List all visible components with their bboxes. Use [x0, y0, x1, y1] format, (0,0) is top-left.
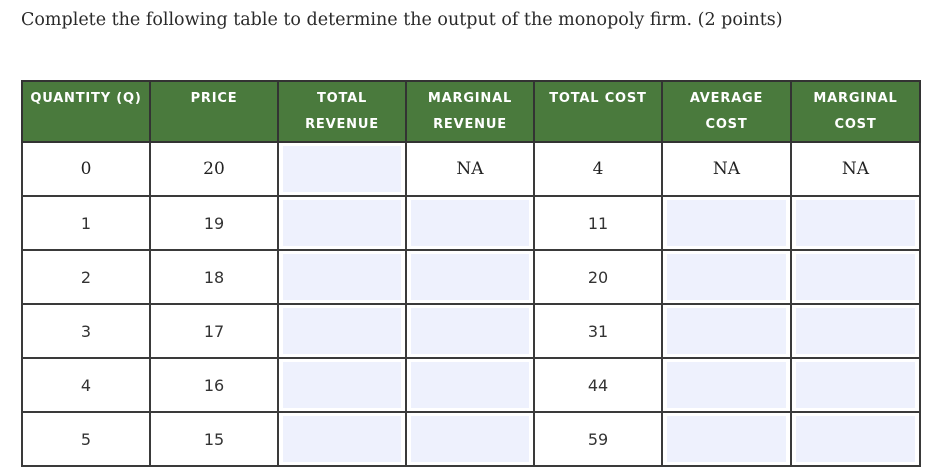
- header-marginal-cost-line2: COST: [834, 117, 877, 132]
- total-cost-cell: 59: [533, 411, 663, 467]
- average-cost-input[interactable]: [667, 308, 786, 354]
- average-cost-input[interactable]: [667, 200, 786, 246]
- marginal-revenue-cell: [405, 303, 535, 359]
- header-quantity: QUANTITY (Q): [21, 80, 151, 143]
- header-quantity-label: QUANTITY (Q): [30, 91, 142, 106]
- marginal-cost-input[interactable]: [796, 308, 915, 354]
- header-price-label: PRICE: [190, 91, 238, 106]
- total-cost-cell: 11: [533, 195, 663, 251]
- table-row: 2 18 20: [21, 249, 921, 305]
- average-cost-input[interactable]: [667, 416, 786, 462]
- header-total-cost-label: TOTAL COST: [549, 91, 647, 106]
- table-row: 1 19 11: [21, 195, 921, 251]
- header-marginal-cost-line1: MARGINAL: [813, 91, 898, 106]
- quantity-cell: 1: [21, 195, 151, 251]
- marginal-revenue-cell: [405, 195, 535, 251]
- price-cell: 18: [149, 249, 279, 305]
- total-cost-cell: 44: [533, 357, 663, 413]
- total-cost-cell: 31: [533, 303, 663, 359]
- question-prompt: Complete the following table to determin…: [21, 10, 783, 30]
- marginal-cost-cell: [790, 303, 921, 359]
- price-cell: 19: [149, 195, 279, 251]
- total-revenue-cell: [277, 357, 407, 413]
- header-total-revenue-line2: REVENUE: [305, 117, 379, 132]
- marginal-cost-input[interactable]: [796, 362, 915, 408]
- total-revenue-cell: [277, 303, 407, 359]
- total-revenue-cell: [277, 195, 407, 251]
- header-row: QUANTITY (Q) PRICE TOTAL REVENUE MARGINAL…: [21, 80, 921, 143]
- marginal-revenue-input[interactable]: [411, 254, 529, 300]
- table-row: 0 20 NA 4 NA NA: [21, 141, 921, 197]
- average-cost-input[interactable]: [667, 362, 786, 408]
- price-cell: 20: [149, 141, 279, 197]
- table-row: 3 17 31: [21, 303, 921, 359]
- quantity-cell: 0: [21, 141, 151, 197]
- marginal-cost-cell: [790, 411, 921, 467]
- header-average-cost-line2: COST: [705, 117, 748, 132]
- average-cost-cell: [661, 357, 792, 413]
- marginal-cost-cell: [790, 195, 921, 251]
- total-revenue-input[interactable]: [283, 146, 401, 192]
- marginal-cost-input[interactable]: [796, 200, 915, 246]
- marginal-cost-cell: [790, 249, 921, 305]
- quantity-cell: 4: [21, 357, 151, 413]
- marginal-cost-cell: NA: [790, 141, 921, 197]
- header-total-revenue: TOTAL REVENUE: [277, 80, 407, 143]
- header-total-cost: TOTAL COST: [533, 80, 663, 143]
- marginal-cost-cell: [790, 357, 921, 413]
- total-revenue-cell: [277, 141, 407, 197]
- average-cost-cell: [661, 303, 792, 359]
- average-cost-input[interactable]: [667, 254, 786, 300]
- total-revenue-input[interactable]: [283, 416, 401, 462]
- price-cell: 16: [149, 357, 279, 413]
- header-average-cost-line1: AVERAGE: [689, 91, 764, 106]
- total-revenue-input[interactable]: [283, 200, 401, 246]
- monopoly-table: QUANTITY (Q) PRICE TOTAL REVENUE MARGINAL…: [21, 80, 921, 467]
- marginal-revenue-input[interactable]: [411, 200, 529, 246]
- quantity-cell: 5: [21, 411, 151, 467]
- total-cost-cell: 4: [533, 141, 663, 197]
- header-marginal-revenue-line1: MARGINAL: [427, 91, 513, 106]
- marginal-cost-input[interactable]: [796, 254, 915, 300]
- average-cost-cell: [661, 195, 792, 251]
- table-row: 5 15 59: [21, 411, 921, 467]
- average-cost-cell: [661, 411, 792, 467]
- marginal-revenue-cell: [405, 411, 535, 467]
- total-cost-cell: 20: [533, 249, 663, 305]
- quantity-cell: 2: [21, 249, 151, 305]
- header-marginal-revenue: MARGINAL REVENUE: [405, 80, 535, 143]
- table-row: 4 16 44: [21, 357, 921, 413]
- total-revenue-input[interactable]: [283, 254, 401, 300]
- marginal-revenue-cell: [405, 357, 535, 413]
- total-revenue-cell: [277, 249, 407, 305]
- price-cell: 15: [149, 411, 279, 467]
- quantity-cell: 3: [21, 303, 151, 359]
- marginal-revenue-input[interactable]: [411, 416, 529, 462]
- header-marginal-revenue-line2: REVENUE: [433, 117, 507, 132]
- marginal-revenue-input[interactable]: [411, 308, 529, 354]
- total-revenue-cell: [277, 411, 407, 467]
- average-cost-cell: [661, 249, 792, 305]
- header-marginal-cost: MARGINAL COST: [790, 80, 921, 143]
- average-cost-cell: NA: [661, 141, 792, 197]
- marginal-cost-input[interactable]: [796, 416, 915, 462]
- total-revenue-input[interactable]: [283, 308, 401, 354]
- marginal-revenue-input[interactable]: [411, 362, 529, 408]
- marginal-revenue-cell: [405, 249, 535, 305]
- marginal-revenue-cell: NA: [405, 141, 535, 197]
- header-price: PRICE: [149, 80, 279, 143]
- price-cell: 17: [149, 303, 279, 359]
- header-total-revenue-line1: TOTAL: [316, 91, 368, 106]
- total-revenue-input[interactable]: [283, 362, 401, 408]
- header-average-cost: AVERAGE COST: [661, 80, 792, 143]
